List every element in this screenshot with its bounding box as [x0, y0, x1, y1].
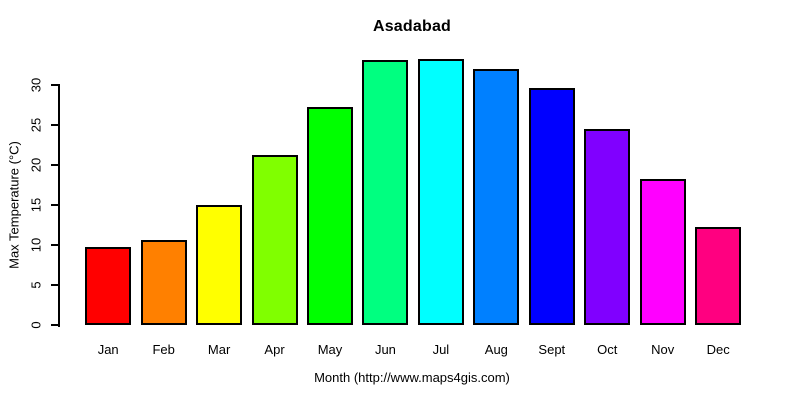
y-tick-label: 25 [28, 117, 44, 133]
y-axis-line [58, 84, 60, 327]
bar-apr [251, 154, 298, 325]
x-tick-label-jan: Jan [97, 342, 119, 357]
chart-title: Asadabad [372, 18, 452, 35]
bar-jul [417, 58, 464, 325]
x-tick-label-mar: Mar [207, 342, 231, 357]
bar-oct [584, 129, 631, 325]
x-tick-label-feb: Feb [152, 342, 175, 357]
x-tick-label-jul: Jul [432, 342, 450, 357]
x-tick-label-dec: Dec [706, 342, 730, 357]
x-axis-title: Month (http://www.maps4gis.com) [314, 370, 510, 385]
y-tick-label: 20 [28, 157, 44, 173]
y-tick-label: 10 [28, 237, 44, 253]
x-tick-label-oct: Oct [597, 342, 618, 357]
bar-may [307, 106, 353, 325]
bar-jun [362, 60, 409, 325]
x-tick-label-may: May [317, 342, 343, 357]
bar-nov [639, 179, 686, 325]
y-tick-label: 15 [28, 197, 44, 213]
y-tick-mark [51, 244, 58, 246]
y-tick-mark [51, 324, 58, 326]
y-tick-mark [51, 84, 58, 86]
bar-feb [140, 240, 187, 325]
bar-aug [473, 69, 520, 325]
y-tick-mark [51, 284, 58, 286]
y-tick-label: 5 [28, 281, 44, 289]
bar-dec [695, 227, 742, 325]
bar-jan [85, 247, 132, 325]
x-tick-label-apr: Apr [264, 342, 285, 357]
x-tick-label-aug: Aug [484, 342, 508, 357]
x-tick-label-sept: Sept [538, 342, 566, 357]
y-tick-label: 0 [28, 321, 44, 329]
x-tick-label-nov: Nov [651, 342, 675, 357]
x-tick-label-jun: Jun [374, 342, 396, 357]
y-axis-label: Max Temperature (°C) [6, 141, 22, 269]
y-tick-mark [51, 204, 58, 206]
y-tick-mark [51, 124, 58, 126]
y-tick-mark [51, 164, 58, 166]
bar-mar [196, 205, 243, 325]
y-tick-label: 30 [28, 77, 44, 93]
bar-sept [528, 88, 575, 325]
